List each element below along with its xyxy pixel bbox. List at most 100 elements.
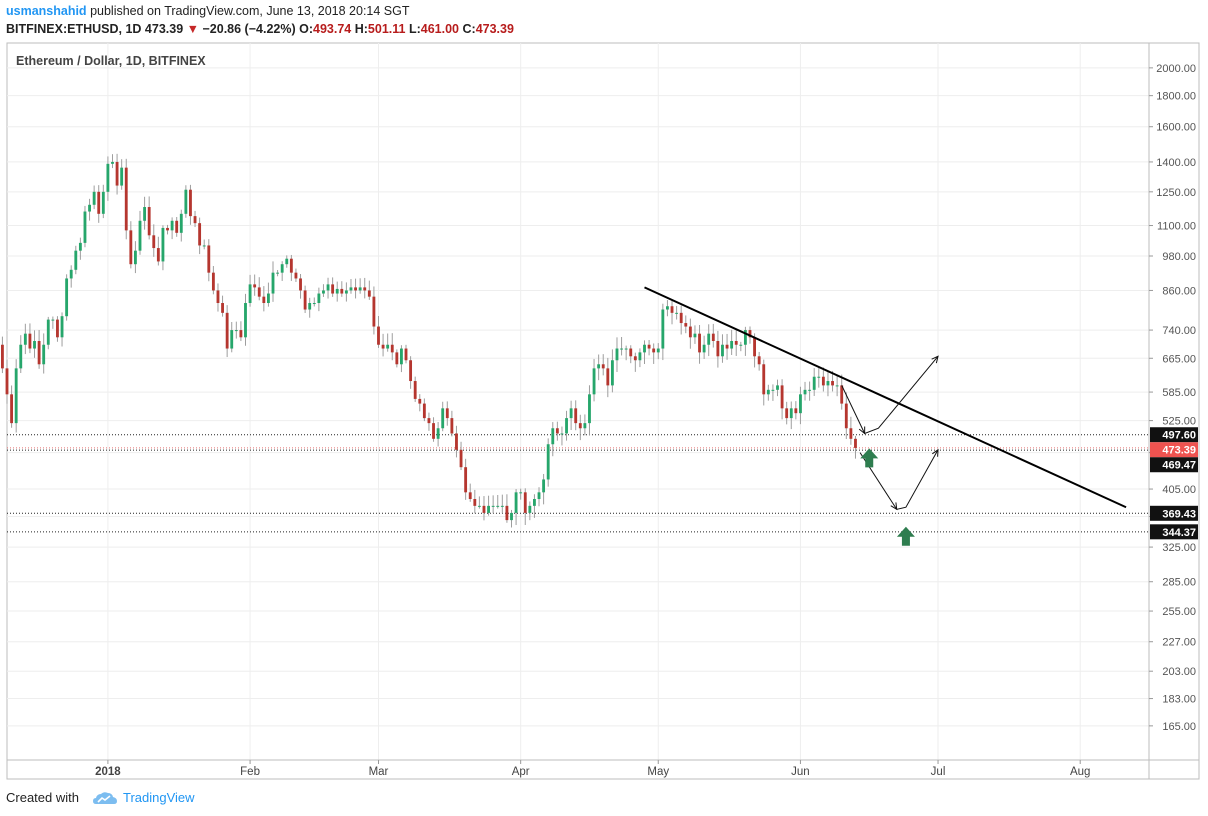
candle-down (198, 223, 202, 246)
candle-down (459, 449, 463, 468)
price-tick-label: 255.00 (1162, 606, 1196, 618)
candle-up (133, 250, 137, 265)
candle-down (464, 467, 468, 493)
candle-up (101, 191, 105, 214)
candle-up (358, 287, 362, 291)
candle-up (583, 423, 587, 429)
candle-up (88, 204, 91, 212)
candle-down (725, 344, 729, 349)
candle-down (450, 418, 454, 434)
candle-up (60, 316, 64, 338)
time-tick-label: Aug (1070, 766, 1090, 778)
price-label: 473.39 (1162, 445, 1196, 457)
candle-down (124, 167, 128, 231)
candle-down (413, 381, 417, 399)
horizontal-levels (7, 434, 1149, 533)
price-label-box (1150, 457, 1198, 473)
candle-up (656, 348, 660, 353)
arrowhead (931, 355, 939, 364)
chart-title: Ethereum / Dollar, 1D, BITFINEX (16, 54, 206, 68)
candle-down (303, 290, 307, 310)
high-value: 501.11 (367, 22, 406, 36)
time-tick-label: Jun (791, 766, 810, 778)
candle-down (257, 287, 261, 297)
candle-down (37, 340, 41, 365)
candle-up (400, 348, 403, 365)
price-tick-label: 1600.00 (1156, 122, 1196, 134)
candle-down (574, 408, 578, 424)
candle-down (262, 296, 266, 304)
candle-up (776, 385, 779, 390)
drawings (644, 286, 1127, 546)
candle-up (702, 344, 706, 353)
candle-up (721, 344, 724, 357)
candle-up (19, 344, 23, 369)
candle-down (377, 326, 380, 345)
time-tick-label: May (647, 766, 669, 778)
candle-down (166, 227, 169, 231)
candle-up (326, 284, 330, 291)
candle-down (216, 290, 220, 304)
candle-down (762, 364, 766, 395)
candle-up (799, 394, 802, 414)
candle-down (253, 284, 257, 288)
candle-up (487, 505, 490, 513)
price-tick-label: 203.00 (1162, 666, 1196, 678)
candle-up (597, 364, 601, 369)
time-tick-label: Feb (240, 766, 260, 778)
projection-path (841, 355, 939, 435)
candle-up (789, 408, 793, 419)
candle-down (780, 385, 784, 409)
time-tick-label: Mar (369, 766, 389, 778)
price-tick-label: 285.00 (1162, 577, 1196, 589)
candle-up (588, 394, 591, 424)
close-value: 473.39 (475, 22, 514, 36)
candle-down (831, 381, 834, 386)
candle-down (785, 408, 789, 419)
candle-up (730, 340, 734, 349)
candle-down (381, 344, 385, 349)
price-chart[interactable]: 2000.00 1800.00 1600.00 1400.00 1250.00 1100.… (0, 0, 1208, 785)
candle-up (615, 348, 619, 361)
candle-up (620, 348, 623, 350)
candle-down (505, 505, 509, 521)
candle-up (666, 306, 669, 310)
candle-up (184, 189, 188, 214)
candle-down (225, 312, 229, 349)
tradingview-brand[interactable]: TradingView (85, 790, 195, 805)
price-labels: 497.60 473.39 469.47 369.43 344.37 (1150, 427, 1198, 540)
price-tick-label: 740.00 (1162, 325, 1196, 337)
symbol: BITFINEX:ETHUSD, 1D (6, 22, 142, 36)
price-tick-label: 665.00 (1162, 353, 1196, 365)
candle-up (565, 418, 568, 434)
candle-up (69, 269, 73, 279)
time-axis[interactable]: 2018 Feb Mar Apr May Jun Jul Aug (95, 760, 1090, 778)
candle-down (578, 423, 582, 429)
price-tick-label: 165.00 (1162, 721, 1196, 733)
candle-down (606, 368, 610, 386)
candle-down (189, 189, 192, 217)
candle-up (317, 293, 321, 304)
candle-down (482, 505, 486, 513)
candle-up (344, 290, 348, 294)
candle-down (473, 499, 477, 506)
candle-down (56, 319, 59, 338)
candle-up (271, 272, 275, 294)
candle-down (418, 398, 422, 404)
candle-down (427, 418, 431, 424)
candle-up (675, 312, 679, 314)
candle-up (624, 348, 628, 350)
candle-down (152, 235, 156, 249)
candle-down (601, 364, 605, 369)
trendline (644, 286, 1127, 509)
candle-up (491, 505, 495, 507)
candle-up (14, 368, 18, 424)
author-link[interactable]: usmanshahid (6, 4, 87, 18)
up-arrow-icon (896, 526, 915, 546)
candle-up (551, 428, 555, 445)
candle-down (844, 403, 848, 429)
symbol-info: BITFINEX:ETHUSD, 1D 473.39 ▼ −20.86 (−4.… (6, 22, 514, 36)
candle-up (707, 333, 711, 345)
candle-down (28, 333, 32, 349)
candle-up (322, 290, 325, 294)
